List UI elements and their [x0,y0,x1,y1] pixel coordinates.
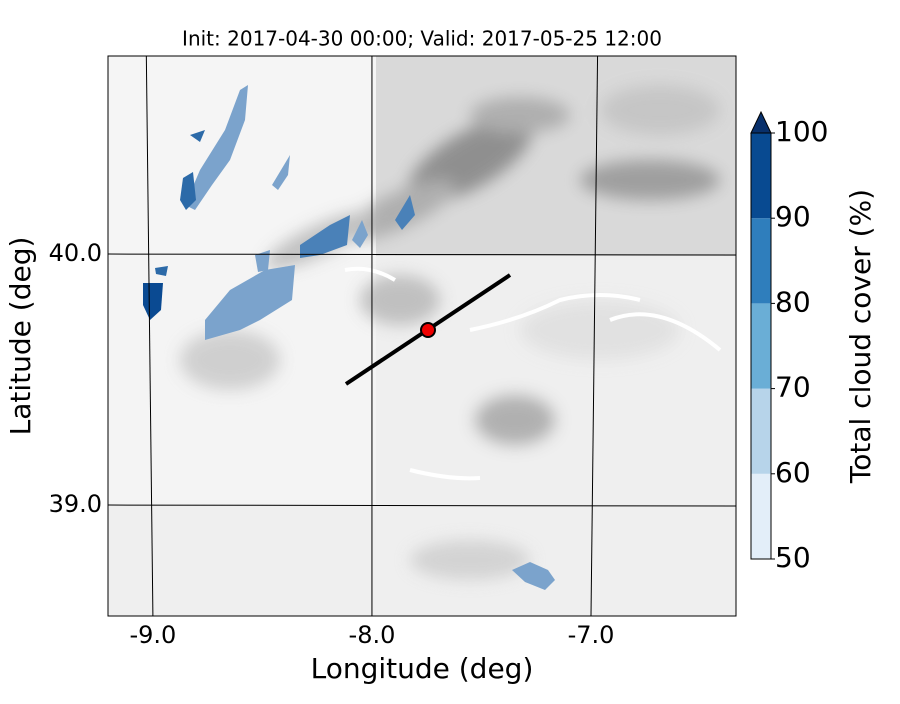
colorbar-tick-label: 90 [775,200,811,233]
colorbar-tick-label: 50 [775,541,811,574]
colorbar-tick-label: 80 [775,285,811,318]
x-axis-label: Longitude (deg) [311,652,534,685]
colorbar-band [751,303,771,388]
y-tick-label: 39.0 [49,490,102,518]
x-tick-label: -9.0 [129,621,176,649]
y-axis-label: Latitude (deg) [4,237,37,436]
colorbar-band [751,218,771,303]
y-tick-label: 40.0 [49,239,102,267]
colorbar-extend [751,112,771,133]
colorbar-tick-label: 70 [775,371,811,404]
x-tick-label: -7.0 [568,621,615,649]
x-tick-label: -8.0 [349,621,396,649]
colorbar-tick-label: 100 [775,115,828,148]
colorbar-tick-label: 60 [775,456,811,489]
terrain [108,56,736,616]
colorbar-band [751,133,771,218]
colorbar-band [751,389,771,474]
colorbar-band [751,474,771,559]
colorbar-label: Total cloud cover (%) [844,189,877,484]
map-title: Init: 2017-04-30 00:00; Valid: 2017-05-2… [182,27,662,51]
